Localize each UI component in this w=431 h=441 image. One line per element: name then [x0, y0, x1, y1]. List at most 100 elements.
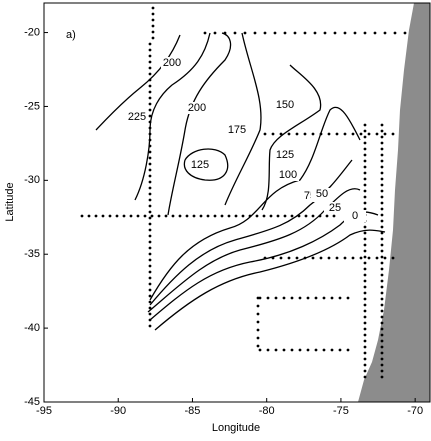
station — [101, 214, 105, 218]
label-backdrop — [226, 124, 248, 136]
station — [363, 363, 367, 367]
station — [263, 31, 267, 35]
station — [148, 186, 152, 190]
station — [363, 315, 367, 319]
station — [363, 375, 367, 379]
station — [380, 315, 384, 319]
contour-line — [149, 159, 353, 306]
station — [383, 31, 387, 35]
station — [363, 153, 367, 157]
station — [380, 267, 384, 271]
station — [380, 375, 384, 379]
station — [363, 267, 367, 271]
label-backdrop — [186, 102, 208, 114]
station — [148, 150, 152, 154]
station — [148, 288, 152, 292]
station — [263, 132, 267, 136]
station — [403, 31, 407, 35]
station — [380, 327, 384, 331]
station — [343, 256, 347, 260]
contour-line — [183, 64, 322, 211]
station — [363, 297, 367, 301]
station — [148, 96, 152, 100]
station — [363, 129, 367, 133]
station — [148, 144, 152, 148]
station — [298, 348, 302, 352]
station — [303, 31, 307, 35]
station — [148, 276, 152, 280]
contour-line — [95, 34, 181, 131]
station — [383, 132, 387, 136]
station — [148, 192, 152, 196]
station — [274, 296, 278, 300]
station — [148, 132, 152, 136]
station — [256, 296, 260, 300]
station — [148, 222, 152, 226]
station — [380, 309, 384, 313]
station — [151, 24, 155, 28]
station — [380, 171, 384, 175]
station — [256, 304, 260, 308]
station — [325, 214, 329, 218]
station — [94, 214, 98, 218]
station — [363, 201, 367, 205]
station — [283, 31, 287, 35]
station — [380, 369, 384, 373]
station — [150, 214, 154, 218]
station — [330, 296, 334, 300]
station — [367, 256, 371, 260]
station — [375, 132, 379, 136]
station — [318, 214, 322, 218]
station — [258, 348, 262, 352]
station — [363, 159, 367, 163]
station — [363, 177, 367, 181]
station — [391, 256, 395, 260]
station — [380, 279, 384, 283]
y-tick-label: -45 — [24, 396, 40, 408]
station — [363, 189, 367, 193]
station — [311, 132, 315, 136]
station — [178, 214, 182, 218]
station — [363, 243, 367, 247]
station — [333, 31, 337, 35]
x-tick-label: -80 — [259, 405, 275, 417]
station — [269, 214, 273, 218]
station — [363, 279, 367, 283]
station — [282, 296, 286, 300]
station — [314, 348, 318, 352]
station — [363, 31, 367, 35]
station — [380, 129, 384, 133]
contour-label: 50 — [316, 188, 328, 200]
station — [256, 344, 260, 348]
y-tick-label: -20 — [24, 26, 40, 38]
station — [363, 195, 367, 199]
contour-line — [134, 32, 211, 201]
label-backdrop — [311, 188, 333, 200]
station — [363, 165, 367, 169]
station — [148, 60, 152, 64]
station — [192, 214, 196, 218]
station — [380, 333, 384, 337]
contour-label: 100 — [279, 169, 297, 181]
coastline — [358, 3, 430, 402]
label-backdrop — [344, 210, 366, 222]
station — [171, 214, 175, 218]
contour-line — [224, 32, 262, 206]
station — [283, 214, 287, 218]
station — [311, 214, 315, 218]
station — [380, 303, 384, 307]
station — [266, 296, 270, 300]
station — [380, 249, 384, 253]
station — [151, 6, 155, 10]
station — [148, 294, 152, 298]
station — [363, 309, 367, 313]
station — [338, 296, 342, 300]
station — [148, 120, 152, 124]
station — [148, 282, 152, 286]
station — [380, 213, 384, 217]
station — [319, 256, 323, 260]
station — [380, 351, 384, 355]
station — [380, 183, 384, 187]
station — [380, 159, 384, 163]
station — [151, 36, 155, 40]
